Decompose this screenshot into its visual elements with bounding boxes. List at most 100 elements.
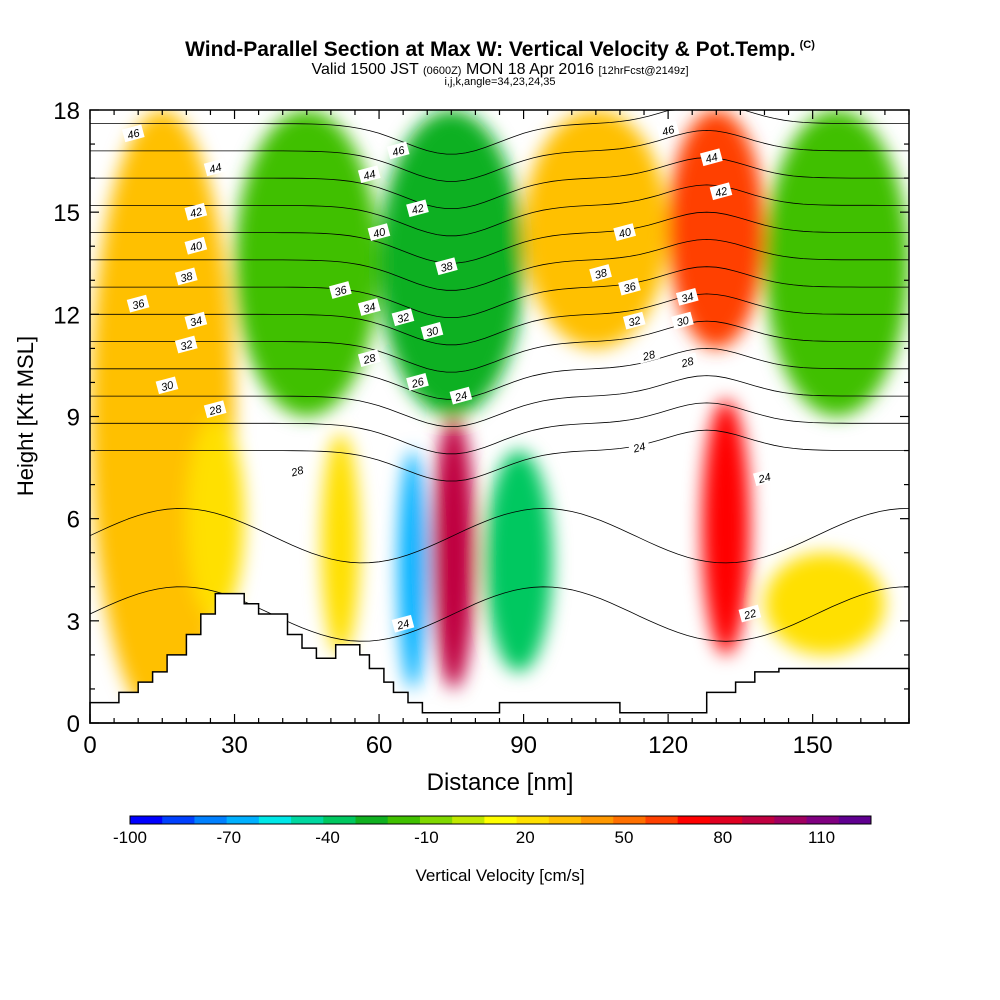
contour-label: 40 xyxy=(613,223,637,241)
colorbar-swatch xyxy=(258,816,292,824)
pot-temp-contour xyxy=(90,110,909,155)
contour-label-text: 46 xyxy=(391,144,407,159)
velocity-cell xyxy=(523,110,669,349)
contour-label: 22 xyxy=(738,604,762,623)
contour-label: 30 xyxy=(671,311,694,330)
contour-label: 46 xyxy=(656,121,680,139)
y-tick-label: 3 xyxy=(67,609,80,636)
forecast-info: [12hrFcst@2149z] xyxy=(598,65,689,77)
colorbar-swatch xyxy=(387,816,421,824)
contour-label: 34 xyxy=(675,287,699,306)
contour-label-text: 46 xyxy=(661,124,677,139)
colorbar-tick-label: -100 xyxy=(113,828,147,847)
contour-label-text: 36 xyxy=(333,284,349,299)
contour-label-text: 42 xyxy=(189,206,204,221)
y-tick-label: 15 xyxy=(53,200,80,227)
velocity-cell xyxy=(432,416,476,689)
pot-temp-contour xyxy=(90,129,909,182)
contour-label-text: 40 xyxy=(372,226,388,241)
velocity-cell xyxy=(321,433,360,655)
colorbar-swatch xyxy=(742,816,775,824)
contour-label: 44 xyxy=(700,148,723,167)
chart-subtitle: Valid 1500 JST (0600Z) MON 18 Apr 2016 [… xyxy=(0,61,1000,79)
contour-label-text: 44 xyxy=(362,168,377,183)
pot-temp-contours xyxy=(90,110,909,642)
colorbar-swatch xyxy=(130,816,163,824)
pot-temp-contour xyxy=(90,238,909,291)
x-tick-label: 90 xyxy=(510,732,537,759)
contour-label: 42 xyxy=(184,202,208,221)
contour-label-text: 26 xyxy=(409,376,426,391)
colorbar-swatch xyxy=(226,816,260,824)
contour-label: 42 xyxy=(406,199,429,218)
contour-label-text: 46 xyxy=(126,127,142,142)
colorbar-frame xyxy=(129,815,872,825)
chart-title: Wind-Parallel Section at Max W: Vertical… xyxy=(0,38,1000,62)
contour-label-text: 30 xyxy=(160,379,176,394)
velocity-cell xyxy=(764,110,909,417)
colorbar-swatch xyxy=(452,816,485,824)
contour-label: 38 xyxy=(589,264,612,282)
colorbar-tick-label: -10 xyxy=(414,828,439,847)
contour-label-text: 24 xyxy=(631,441,647,456)
y-tick-label: 9 xyxy=(67,405,80,432)
colorbar-tick-label: 50 xyxy=(615,828,634,847)
contour-label: 46 xyxy=(386,141,410,160)
contour-label: 36 xyxy=(618,277,641,296)
contour-label-text: 24 xyxy=(395,618,411,633)
contour-label: 46 xyxy=(121,124,145,143)
section-indices: i,j,k,angle=34,23,24,35 xyxy=(444,76,556,88)
contour-label-text: 32 xyxy=(627,315,642,330)
colorbar-tick-label: 20 xyxy=(516,828,535,847)
contour-label: 36 xyxy=(329,281,352,299)
contour-label-text: 34 xyxy=(189,315,204,330)
pot-temp-contour xyxy=(90,293,909,346)
contour-label-text: 28 xyxy=(361,352,378,367)
colorbar-swatch xyxy=(709,816,743,824)
contour-label-text: 40 xyxy=(189,240,205,255)
terrain-mask xyxy=(89,592,910,724)
colorbar-swatch xyxy=(774,816,808,824)
contour-label: 44 xyxy=(357,165,381,184)
contour-label-text: 42 xyxy=(714,185,729,200)
pot-temp-contour xyxy=(90,157,909,209)
pot-temp-contour xyxy=(90,266,909,318)
colorbar-swatch xyxy=(162,816,195,824)
pot-temp-contour xyxy=(90,347,909,400)
velocity-cell xyxy=(186,416,245,621)
contour-label-text: 32 xyxy=(396,311,411,326)
valid-time-utc: (0600Z) xyxy=(422,65,462,77)
contour-label: 26 xyxy=(406,373,429,391)
velocity-field xyxy=(90,110,909,723)
x-tick-label: 120 xyxy=(648,732,688,759)
contour-label-text: 40 xyxy=(618,226,634,241)
contour-label: 28 xyxy=(675,352,699,371)
contour-label-text: 30 xyxy=(675,314,691,329)
contour-label-text: 30 xyxy=(425,325,441,340)
contour-label: 40 xyxy=(367,223,391,241)
contour-label-text: 38 xyxy=(439,260,455,275)
contour-label: 34 xyxy=(357,298,381,316)
contour-label: 36 xyxy=(126,294,150,313)
contour-label-text: 34 xyxy=(362,301,377,316)
pot-temp-contour xyxy=(90,184,909,237)
colorbar-swatch xyxy=(838,816,872,824)
colorbar-tick-label: -40 xyxy=(315,828,340,847)
contour-label: 28 xyxy=(285,461,309,480)
colorbar-swatch xyxy=(645,816,679,824)
contour-label-text: 28 xyxy=(679,355,696,370)
contour-label: 32 xyxy=(391,308,415,327)
chart-title-text: Wind-Parallel Section at Max W: Vertical… xyxy=(185,38,796,61)
colorbar-swatch xyxy=(581,816,614,824)
y-tick-label: 6 xyxy=(67,507,80,534)
contour-label-text: 34 xyxy=(680,291,695,306)
x-axis-label: Distance [nm] xyxy=(427,769,574,796)
pot-temp-contour xyxy=(90,211,909,264)
velocity-cell xyxy=(398,450,428,689)
x-tick-label: 60 xyxy=(366,732,393,759)
x-tick-label: 30 xyxy=(221,732,248,759)
contour-label-text: 36 xyxy=(622,280,638,295)
contour-label-text: 32 xyxy=(179,339,194,354)
contour-label: 24 xyxy=(753,468,776,486)
contour-label: 34 xyxy=(184,311,208,330)
